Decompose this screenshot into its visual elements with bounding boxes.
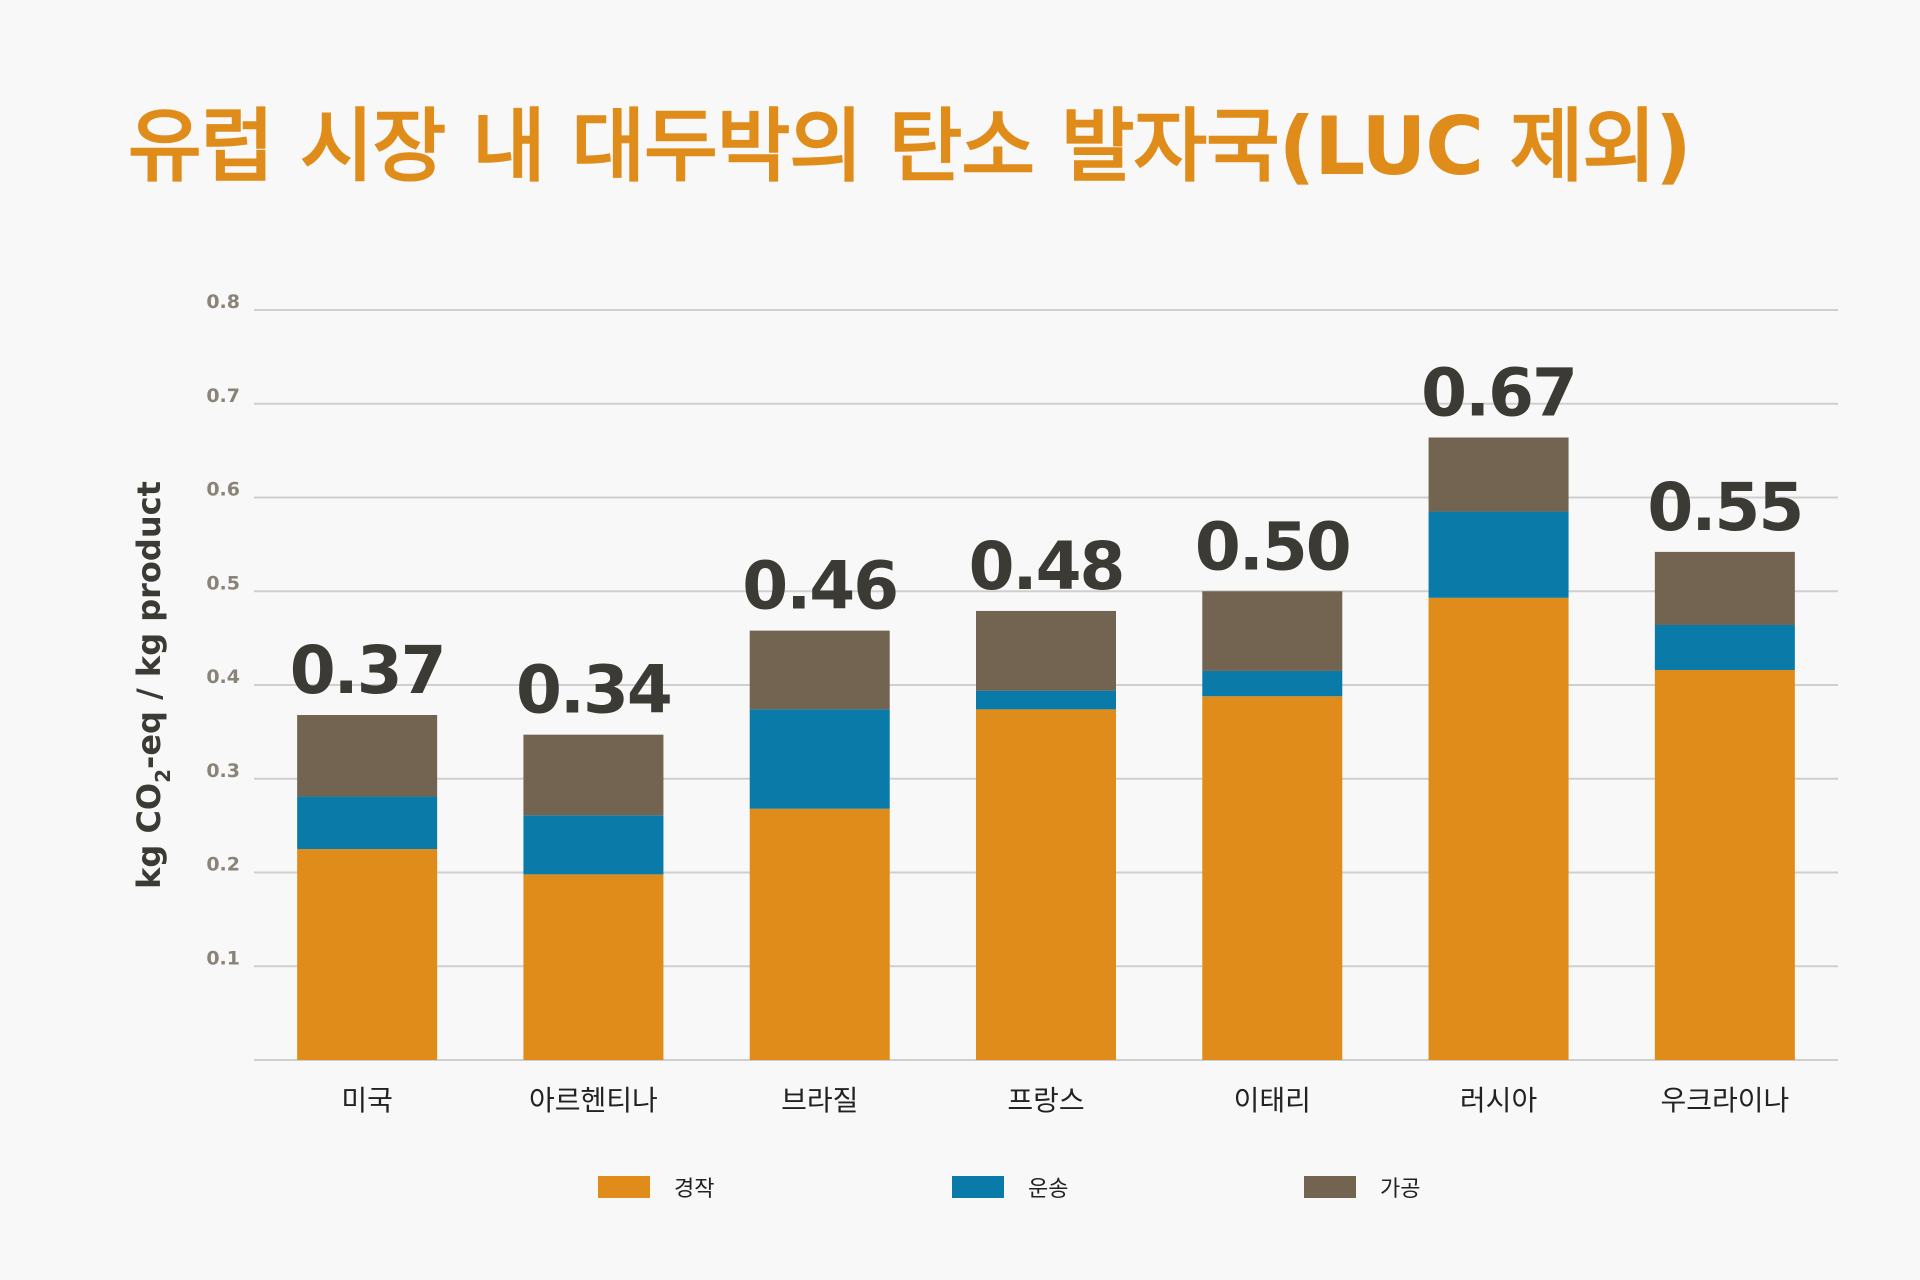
x-category-label: 아르헨티나 xyxy=(529,1084,658,1117)
y-tick-label: 0.3 xyxy=(206,760,240,782)
bar-segment-1 xyxy=(749,808,890,1060)
legend-swatch-3 xyxy=(1304,1176,1356,1198)
bar-segment-1 xyxy=(297,849,438,1060)
x-category-label: 러시아 xyxy=(1460,1084,1537,1117)
x-category-label: 미국 xyxy=(341,1084,393,1117)
bar-total-label: 0.37 xyxy=(290,632,445,709)
bar-segment-1 xyxy=(1202,696,1343,1060)
bar-segment-2 xyxy=(1202,670,1343,697)
y-tick-label: 0.7 xyxy=(206,385,240,407)
y-axis-label: kg CO2-eq / kg product xyxy=(130,481,175,889)
bar-segment-2 xyxy=(749,709,890,809)
x-category-label: 이태리 xyxy=(1234,1084,1311,1117)
legend-label-1: 경작 xyxy=(674,1177,714,1202)
bar-total-label: 0.48 xyxy=(969,528,1124,605)
legend-swatch-2 xyxy=(952,1176,1004,1198)
y-tick-label: 0.5 xyxy=(206,572,240,594)
x-category-label: 프랑스 xyxy=(1007,1084,1084,1117)
y-tick-label: 0.2 xyxy=(206,854,240,876)
bar-segment-3 xyxy=(1654,551,1795,625)
bar-total-label: 0.67 xyxy=(1421,355,1576,432)
bar-segment-2 xyxy=(1654,625,1795,670)
bar-segment-1 xyxy=(1654,670,1795,1060)
bar-segment-3 xyxy=(1202,591,1343,671)
bar-total-label: 0.34 xyxy=(516,652,671,729)
bar-segment-2 xyxy=(297,796,438,850)
bar-total-label: 0.55 xyxy=(1647,469,1802,546)
legend-swatch-1 xyxy=(598,1176,650,1198)
x-category-label: 우크라이나 xyxy=(1660,1084,1789,1117)
bar-segment-2 xyxy=(1428,511,1569,598)
bar-segment-2 xyxy=(523,815,664,875)
bar-total-label: 0.46 xyxy=(742,548,897,625)
bar-segment-3 xyxy=(749,630,890,710)
y-tick-label: 0.6 xyxy=(206,479,240,501)
bar-segment-1 xyxy=(523,874,664,1060)
bar-segment-3 xyxy=(297,715,438,797)
bar-segment-1 xyxy=(1428,597,1569,1060)
bar-segment-3 xyxy=(1428,437,1569,512)
x-category-label: 브라질 xyxy=(781,1084,858,1117)
bar-segment-1 xyxy=(976,709,1116,1060)
bar-segment-3 xyxy=(976,610,1116,691)
bar-segment-2 xyxy=(976,690,1116,710)
legend-label-2: 운송 xyxy=(1028,1177,1068,1202)
bar-total-label: 0.50 xyxy=(1195,508,1350,585)
legend-label-3: 가공 xyxy=(1380,1177,1420,1202)
y-tick-label: 0.4 xyxy=(206,666,240,688)
chart-title: 유럽 시장 내 대두박의 탄소 발자국(LUC 제외) xyxy=(128,100,1692,193)
y-tick-label: 0.1 xyxy=(206,947,240,969)
bar-segment-3 xyxy=(523,734,664,816)
y-tick-label: 0.8 xyxy=(206,291,240,313)
